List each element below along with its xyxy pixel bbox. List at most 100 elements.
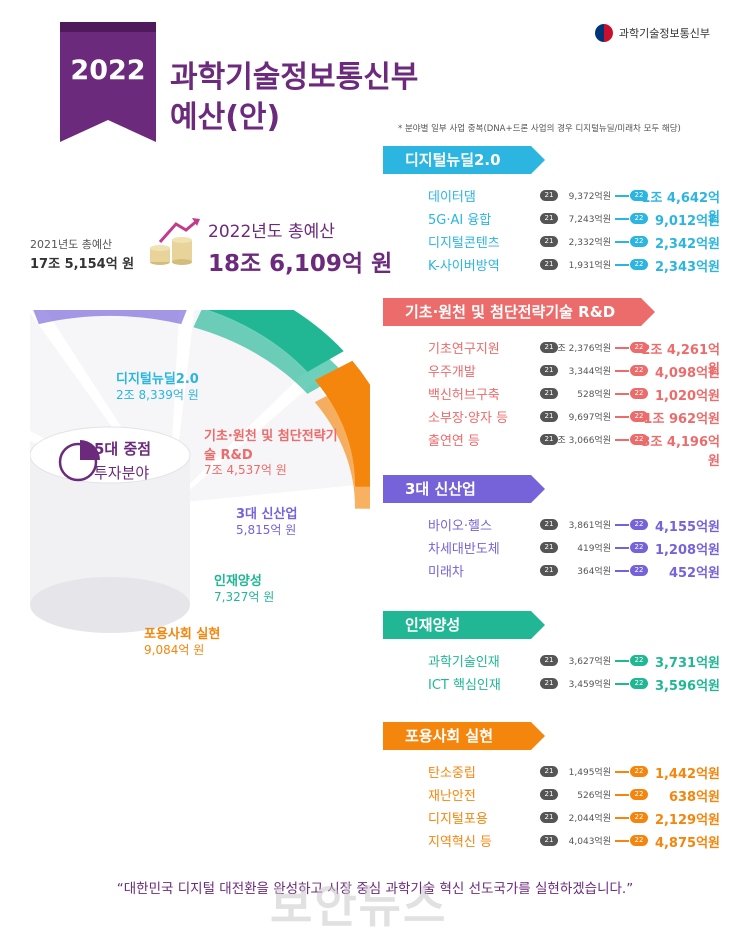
value-2022: 3,596억원 bbox=[654, 679, 720, 694]
value-2021: 1,495억원 bbox=[568, 768, 611, 778]
value-2021: 364억원 bbox=[577, 567, 611, 577]
footnote: * 분야별 일부 사업 중복(DNA+드론 사업의 경우 디지털뉴딜/미래차 모… bbox=[398, 124, 681, 134]
investment-ring-chart bbox=[30, 310, 370, 633]
ring-segment-side-2 bbox=[33, 310, 187, 325]
pie-slice-icon bbox=[80, 440, 100, 460]
section-tab-1: 기초·원천 및 첨단전략기술 R&D bbox=[383, 298, 655, 326]
value-2022: 2,129억원 bbox=[654, 813, 720, 828]
value-2021: 3,627억원 bbox=[568, 657, 611, 667]
arrow-right-icon bbox=[615, 347, 629, 349]
arrow-right-icon bbox=[615, 393, 629, 395]
value-2022: 3,731억원 bbox=[654, 656, 720, 671]
arrow-right-icon bbox=[615, 817, 629, 819]
section-tab-4: 포용사회 실현 bbox=[383, 722, 545, 750]
center-cylinder-bottom bbox=[30, 577, 190, 633]
value-2022: 1조 962억원 bbox=[643, 412, 720, 427]
current-total-label: 2022년도 총예산 bbox=[208, 222, 335, 242]
value-2021: 3,861억원 bbox=[568, 521, 611, 531]
center-cylinder-top bbox=[30, 426, 191, 484]
year-2021-badge: 21 bbox=[540, 259, 558, 270]
year-2022-badge: 22 bbox=[630, 812, 648, 823]
prev-total-value: 17조 5,154억 원 bbox=[30, 257, 135, 272]
arrow-right-icon bbox=[615, 241, 629, 243]
value-2021: 419억원 bbox=[577, 544, 611, 554]
value-2021: 9,697억원 bbox=[568, 413, 611, 423]
segment-name-1: 기초·원천 및 첨단전략기술 R&D bbox=[204, 429, 338, 463]
item-label: 지역혁신 등 bbox=[428, 835, 492, 850]
arrow-right-icon bbox=[615, 195, 629, 197]
value-2021: 2조 2,376억원 bbox=[551, 344, 611, 354]
year-ribbon bbox=[60, 22, 156, 142]
value-2022: 4,155억원 bbox=[654, 520, 720, 535]
segment-value-3: 7,327억 원 bbox=[214, 590, 275, 604]
value-2021: 4,043억원 bbox=[568, 837, 611, 847]
value-2021: 2,044억원 bbox=[568, 814, 611, 824]
segment-name-0: 디지털뉴딜2.0 bbox=[116, 372, 199, 387]
year-2022-badge: 22 bbox=[630, 365, 648, 376]
year-2022-badge: 22 bbox=[630, 434, 648, 445]
segment-name-4: 포용사회 실현 bbox=[144, 627, 221, 642]
year-2021-badge: 21 bbox=[540, 766, 558, 777]
item-label: 디지털콘텐츠 bbox=[428, 236, 500, 251]
ministry-name: 과학기술정보통신부 bbox=[618, 27, 710, 40]
value-2021: 3,459억원 bbox=[568, 680, 611, 690]
item-label: 백신허브구축 bbox=[428, 388, 500, 403]
year-2021-badge: 21 bbox=[540, 519, 558, 530]
arrow-right-icon bbox=[615, 218, 629, 220]
year-label: 2022 bbox=[70, 55, 146, 86]
value-2022: 1,442억원 bbox=[654, 767, 720, 782]
year-2021-badge: 21 bbox=[540, 213, 558, 224]
year-2021-badge: 21 bbox=[540, 434, 558, 445]
segment-value-0: 2조 8,339억 원 bbox=[116, 388, 199, 402]
value-2022: 4,098억원 bbox=[654, 366, 720, 381]
item-label: 재난안전 bbox=[428, 789, 476, 804]
value-2022: 1,208억원 bbox=[654, 543, 720, 558]
item-label: K-사이버방역 bbox=[428, 259, 500, 274]
value-2022: 1조 4,642억원 bbox=[641, 191, 720, 225]
year-2021-badge: 21 bbox=[540, 812, 558, 823]
item-label: ICT 핵심인재 bbox=[428, 678, 501, 693]
item-label: 우주개발 bbox=[428, 365, 476, 380]
arrow-right-icon bbox=[615, 683, 629, 685]
value-2022: 452억원 bbox=[668, 566, 720, 581]
section-tab-0: 디지털뉴딜2.0 bbox=[383, 146, 545, 174]
item-label: 탄소중립 bbox=[428, 766, 476, 781]
arrow-right-icon bbox=[615, 439, 629, 441]
year-2022-badge: 22 bbox=[630, 411, 648, 422]
arrow-right-icon bbox=[615, 771, 629, 773]
value-2021: 3조 3,066억원 bbox=[551, 436, 611, 446]
segment-name-3: 인재양성 bbox=[214, 574, 262, 589]
year-2021-badge: 21 bbox=[540, 678, 558, 689]
center-subtitle: 투자분야 bbox=[94, 464, 150, 482]
arrow-right-icon bbox=[615, 264, 629, 266]
year-2022-badge: 22 bbox=[630, 678, 648, 689]
year-2022-badge: 22 bbox=[630, 789, 648, 800]
ring-segment-side-3 bbox=[193, 310, 344, 394]
year-2021-badge: 21 bbox=[540, 365, 558, 376]
value-2022: 3조 4,196억원 bbox=[641, 435, 720, 469]
money-icon bbox=[150, 218, 200, 265]
item-label: 소부장·양자 등 bbox=[428, 411, 509, 426]
value-2021: 7,243억원 bbox=[568, 215, 611, 225]
year-2021-badge: 21 bbox=[540, 236, 558, 247]
segment-value-2: 5,815억 원 bbox=[236, 523, 297, 537]
section-tab-2: 3대 신산업 bbox=[383, 475, 545, 503]
center-title: 5대 중점 bbox=[94, 440, 152, 458]
page-subtitle: 예산(안) bbox=[170, 100, 281, 135]
value-2022: 9,012억원 bbox=[654, 214, 720, 229]
year-2022-badge: 22 bbox=[630, 766, 648, 777]
year-2021-badge: 21 bbox=[540, 388, 558, 399]
value-2021: 3,344억원 bbox=[568, 367, 611, 377]
item-label: 디지털포용 bbox=[428, 812, 488, 827]
item-label: 바이오·헬스 bbox=[428, 519, 492, 534]
arrow-right-icon bbox=[615, 547, 629, 549]
year-2021-badge: 21 bbox=[540, 835, 558, 846]
ministry-brand: 과학기술정보통신부 bbox=[594, 24, 710, 42]
item-label: 기초연구지원 bbox=[428, 342, 500, 357]
page-title: 과학기술정보통신부 bbox=[170, 60, 419, 95]
value-2021: 1,931억원 bbox=[568, 261, 611, 271]
prev-total-label: 2021년도 총예산 bbox=[30, 238, 113, 251]
item-label: 과학기술인재 bbox=[428, 655, 500, 670]
pie-chart-icon bbox=[58, 442, 98, 482]
value-2021: 526억원 bbox=[577, 791, 611, 801]
